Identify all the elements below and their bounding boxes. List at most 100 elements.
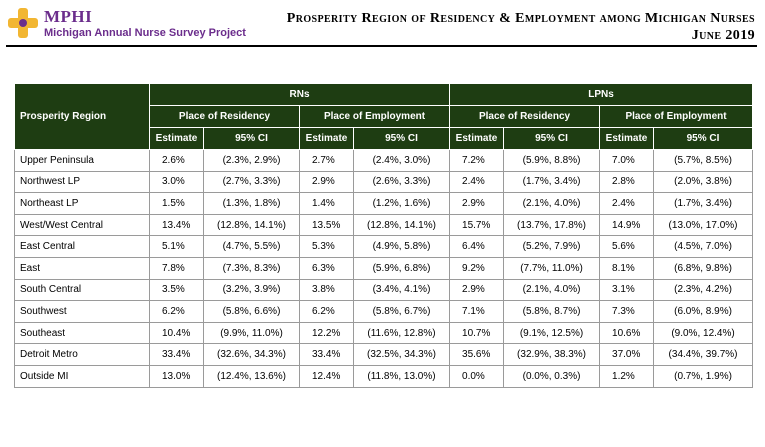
- logo-tagline: Michigan Annual Nurse Survey Project: [44, 27, 246, 39]
- estimate-cell: 3.0%: [149, 170, 204, 194]
- estimate-cell: 5.6%: [599, 235, 655, 258]
- table-row: East 7.8% (7.3%, 8.3%) 6.3% (5.9%, 6.8%) 9.2%…: [14, 256, 754, 280]
- ci-cell: (6.0%, 8.9%): [653, 300, 754, 323]
- subgroup-header: Place of Residency: [449, 105, 601, 128]
- estimate-cell: 2.9%: [299, 170, 354, 194]
- estimate-cell: 0.0%: [449, 364, 505, 388]
- ci-cell: (9.0%, 12.4%): [653, 321, 754, 345]
- ci-cell: (11.8%, 13.0%): [352, 364, 451, 388]
- estimate-cell: 2.4%: [449, 170, 505, 194]
- estimate-cell: 1.5%: [149, 192, 204, 215]
- ci-cell: (2.6%, 3.3%): [352, 170, 451, 194]
- region-cell: Southwest: [14, 300, 150, 323]
- table-row: Northeast LP 1.5% (1.3%, 1.8%) 1.4% (1.2%, 1…: [14, 192, 754, 215]
- estimate-cell: 8.1%: [599, 256, 655, 280]
- estimate-cell: 33.4%: [299, 343, 354, 366]
- ci-cell: (32.6%, 34.3%): [203, 343, 300, 366]
- ci-cell: (12.8%, 14.1%): [352, 213, 451, 237]
- ci-cell: (32.5%, 34.3%): [352, 343, 451, 366]
- estimate-cell: 3.1%: [599, 278, 655, 302]
- region-cell: Detroit Metro: [14, 343, 150, 366]
- ci-cell: (34.4%, 39.7%): [653, 343, 754, 366]
- report-date: June 2019: [691, 28, 755, 43]
- ci-cell: (4.7%, 5.5%): [203, 235, 300, 258]
- estimate-header: Estimate: [149, 127, 204, 150]
- estimate-cell: 6.4%: [449, 235, 505, 258]
- ci-cell: (5.8%, 6.6%): [203, 300, 300, 323]
- ci-cell: (32.9%, 38.3%): [503, 343, 601, 366]
- region-cell: South Central: [14, 278, 150, 302]
- estimate-cell: 5.1%: [149, 235, 204, 258]
- estimate-cell: 15.7%: [449, 213, 505, 237]
- header-rule: [6, 45, 757, 47]
- ci-cell: (9.9%, 11.0%): [203, 321, 300, 345]
- ci-cell: (5.9%, 8.8%): [503, 149, 601, 172]
- mphi-logo: MPHI Michigan Annual Nurse Survey Projec…: [6, 6, 246, 40]
- ci-header: 95% CI: [503, 127, 601, 150]
- estimate-cell: 6.2%: [299, 300, 354, 323]
- ci-cell: (1.7%, 3.4%): [653, 192, 754, 215]
- estimate-cell: 12.4%: [299, 364, 354, 388]
- ci-cell: (0.0%, 0.3%): [503, 364, 601, 388]
- region-cell: East: [14, 256, 150, 280]
- estimate-cell: 6.3%: [299, 256, 354, 280]
- estimate-cell: 7.2%: [449, 149, 505, 172]
- estimate-cell: 3.8%: [299, 278, 354, 302]
- estimate-cell: 37.0%: [599, 343, 655, 366]
- region-cell: East Central: [14, 235, 150, 258]
- ci-cell: (13.0%, 17.0%): [653, 213, 754, 237]
- estimate-cell: 2.7%: [299, 149, 354, 172]
- region-table: Prosperity Region RNs LPNs Place of Resi…: [14, 83, 754, 388]
- ci-cell: (4.9%, 5.8%): [352, 235, 451, 258]
- ci-cell: (5.2%, 7.9%): [503, 235, 601, 258]
- ci-cell: (13.7%, 17.8%): [503, 213, 601, 237]
- estimate-cell: 10.4%: [149, 321, 204, 345]
- ci-cell: (4.5%, 7.0%): [653, 235, 754, 258]
- ci-cell: (1.3%, 1.8%): [203, 192, 300, 215]
- estimate-cell: 2.4%: [599, 192, 655, 215]
- ci-cell: (2.3%, 4.2%): [653, 278, 754, 302]
- ci-cell: (5.7%, 8.5%): [653, 149, 754, 172]
- estimate-cell: 1.2%: [599, 364, 655, 388]
- ci-cell: (1.7%, 3.4%): [503, 170, 601, 194]
- table-body: Upper Peninsula 2.6% (2.3%, 2.9%) 2.7% (2.4%…: [14, 149, 754, 388]
- ci-cell: (11.6%, 12.8%): [352, 321, 451, 345]
- table-row: Detroit Metro 33.4% (32.6%, 34.3%) 33.4% (32…: [14, 343, 754, 366]
- region-cell: Southeast: [14, 321, 150, 345]
- region-cell: Northwest LP: [14, 170, 150, 194]
- estimate-cell: 7.3%: [599, 300, 655, 323]
- ci-cell: (12.8%, 14.1%): [203, 213, 300, 237]
- estimate-cell: 1.4%: [299, 192, 354, 215]
- table-row: Northwest LP 3.0% (2.7%, 3.3%) 2.9% (2.6%, 3…: [14, 170, 754, 194]
- region-column-header: Prosperity Region: [14, 83, 150, 150]
- group-header-rns: RNs: [148, 83, 451, 106]
- estimate-header: Estimate: [299, 127, 354, 150]
- ci-cell: (1.2%, 1.6%): [352, 192, 451, 215]
- ci-cell: (2.1%, 4.0%): [503, 192, 601, 215]
- ci-cell: (2.4%, 3.0%): [352, 149, 451, 172]
- ci-cell: (2.0%, 3.8%): [653, 170, 754, 194]
- ci-cell: (0.7%, 1.9%): [653, 364, 754, 388]
- estimate-cell: 14.9%: [599, 213, 655, 237]
- estimate-cell: 6.2%: [149, 300, 204, 323]
- estimate-cell: 35.6%: [449, 343, 505, 366]
- report-title-block: Prosperity Region of Residency & Employm…: [287, 10, 755, 44]
- estimate-cell: 13.4%: [149, 213, 204, 237]
- region-cell: Northeast LP: [14, 192, 150, 215]
- report-title: Prosperity Region of Residency & Employm…: [286, 11, 755, 26]
- ci-header: 95% CI: [653, 127, 754, 150]
- ci-header: 95% CI: [203, 127, 300, 150]
- ci-cell: (5.9%, 6.8%): [352, 256, 451, 280]
- ci-cell: (3.2%, 3.9%): [203, 278, 300, 302]
- estimate-cell: 9.2%: [449, 256, 505, 280]
- table-row: Outside MI 13.0% (12.4%, 13.6%) 12.4% (11.8%…: [14, 364, 754, 388]
- table-row: South Central 3.5% (3.2%, 3.9%) 3.8% (3.4%, …: [14, 278, 754, 302]
- estimate-cell: 12.2%: [299, 321, 354, 345]
- table-row: Southwest 6.2% (5.8%, 6.6%) 6.2% (5.8%, 6.7%…: [14, 300, 754, 323]
- estimate-cell: 2.6%: [149, 149, 204, 172]
- estimate-cell: 13.0%: [149, 364, 204, 388]
- region-cell: Outside MI: [14, 364, 150, 388]
- estimate-cell: 3.5%: [149, 278, 204, 302]
- estimate-cell: 33.4%: [149, 343, 204, 366]
- estimate-cell: 5.3%: [299, 235, 354, 258]
